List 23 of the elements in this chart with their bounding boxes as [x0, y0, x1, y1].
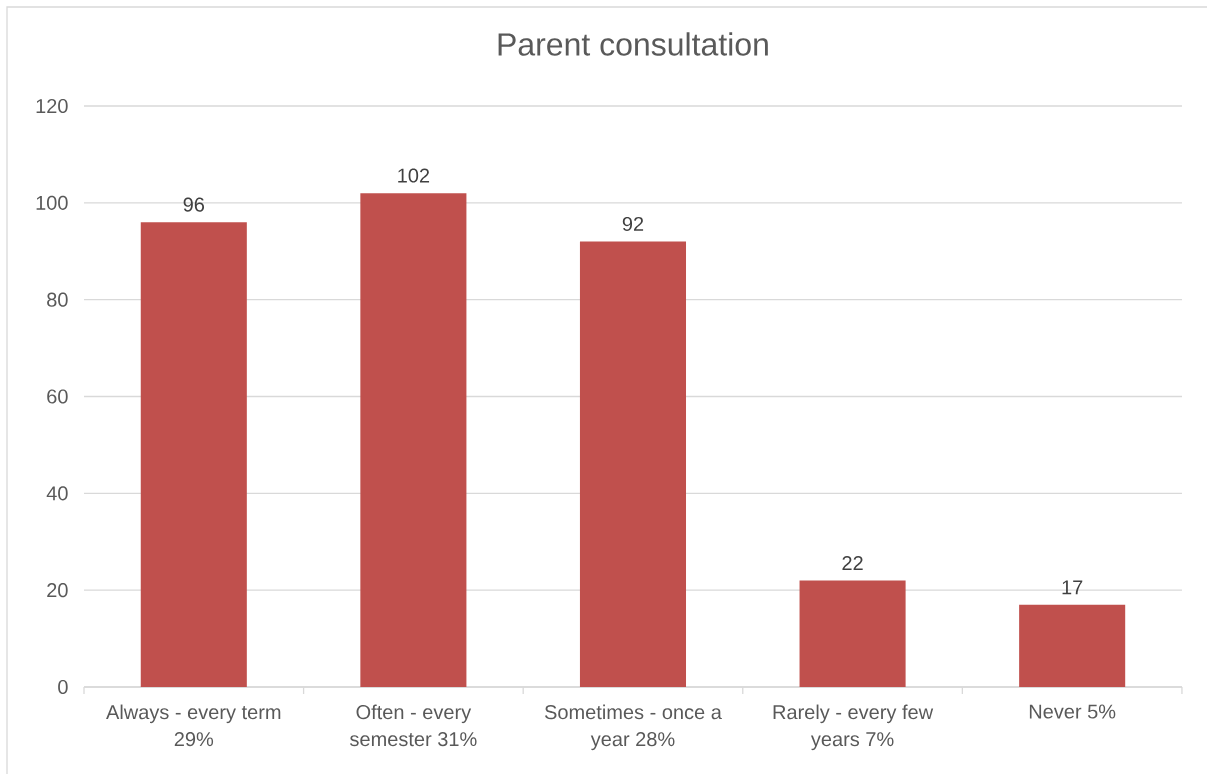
- y-tick-label: 120: [36, 98, 68, 114]
- y-tick-label: 0: [58, 679, 68, 695]
- x-tick-label: Rarely - every few years 7%: [773, 704, 934, 751]
- y-tick-label: 60: [47, 389, 68, 404]
- x-tick-label: Never 5%: [1029, 704, 1116, 719]
- y-tick-label: 20: [47, 583, 68, 598]
- x-tick-label: Always - every term 29%: [106, 704, 281, 747]
- x-tick-label: Often - every semester 31%: [350, 704, 477, 747]
- y-tick-label: 40: [46, 486, 68, 501]
- bar: [140, 222, 247, 687]
- data-label: 22: [842, 555, 863, 570]
- bar: [799, 580, 906, 687]
- y-tick-label: 100: [36, 195, 68, 210]
- data-label: 92: [622, 216, 644, 232]
- data-label: 102: [398, 168, 430, 183]
- bar: [1019, 604, 1126, 687]
- chart-title: Parent consultation: [498, 32, 768, 56]
- bar: [360, 193, 467, 687]
- data-label: 17: [1062, 580, 1083, 595]
- x-tick-label: Sometimes - once a year 28%: [544, 704, 722, 751]
- data-label: 96: [183, 197, 205, 212]
- y-tick-label: 80: [47, 292, 68, 307]
- bar: [579, 241, 687, 687]
